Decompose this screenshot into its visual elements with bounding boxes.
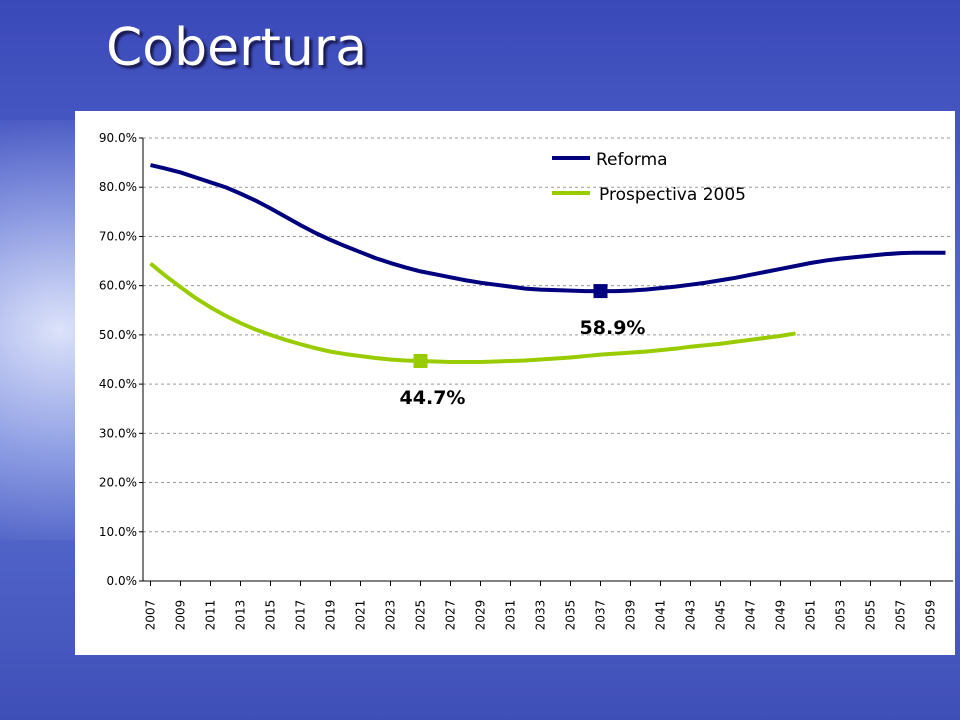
y-tick-label: 30.0% (99, 426, 137, 440)
x-tick-label: 2013 (234, 600, 248, 631)
legend-label: Reforma (596, 150, 668, 170)
y-tick-label: 70.0% (99, 229, 137, 243)
x-tick-label: 2009 (174, 600, 188, 631)
x-tick-label: 2041 (654, 600, 668, 631)
y-tick-label: 10.0% (99, 525, 137, 539)
y-tick-label: 80.0% (99, 180, 137, 194)
x-tick-label: 2023 (384, 600, 398, 631)
y-tick-label: 60.0% (99, 279, 137, 293)
annotation-marker (413, 353, 428, 368)
x-tick-label: 2039 (624, 600, 638, 631)
x-tick-label: 2035 (564, 600, 578, 631)
x-tick-label: 2017 (294, 600, 308, 631)
y-tick-label: 90.0% (99, 131, 137, 145)
legend-label: Prospectiva 2005 (599, 185, 746, 205)
x-tick-label: 2055 (864, 600, 878, 631)
x-tick-label: 2019 (324, 600, 338, 631)
y-tick-label: 20.0% (99, 476, 137, 490)
x-tick-label: 2011 (204, 600, 218, 631)
x-tick-label: 2033 (534, 600, 548, 631)
y-tick-label: 50.0% (99, 328, 137, 342)
annotation-marker (593, 284, 608, 299)
x-tick-label: 2047 (744, 600, 758, 631)
x-tick-label: 2045 (714, 600, 728, 631)
annotation-label: 44.7% (400, 387, 466, 409)
x-tick-label: 2049 (774, 600, 788, 631)
y-tick-label: 0.0% (107, 574, 138, 588)
x-tick-label: 2037 (594, 600, 608, 631)
x-tick-label: 2043 (684, 600, 698, 631)
x-tick-label: 2025 (414, 600, 428, 631)
x-tick-label: 2007 (144, 600, 158, 631)
series-line (149, 261, 796, 364)
x-tick-label: 2015 (264, 600, 278, 631)
x-tick-label: 2021 (354, 600, 368, 631)
series-line (150, 163, 946, 294)
x-tick-label: 2059 (924, 600, 938, 631)
x-tick-label: 2053 (834, 600, 848, 631)
x-tick-label: 2057 (894, 600, 908, 631)
x-tick-label: 2027 (444, 600, 458, 631)
x-tick-label: 2031 (504, 600, 518, 631)
x-tick-label: 2029 (474, 600, 488, 631)
x-tick-label: 2051 (804, 600, 818, 631)
chart-panel (75, 111, 955, 655)
y-tick-label: 40.0% (99, 377, 137, 391)
slide-title: Cobertura (106, 18, 368, 78)
annotation-label: 58.9% (580, 317, 646, 339)
